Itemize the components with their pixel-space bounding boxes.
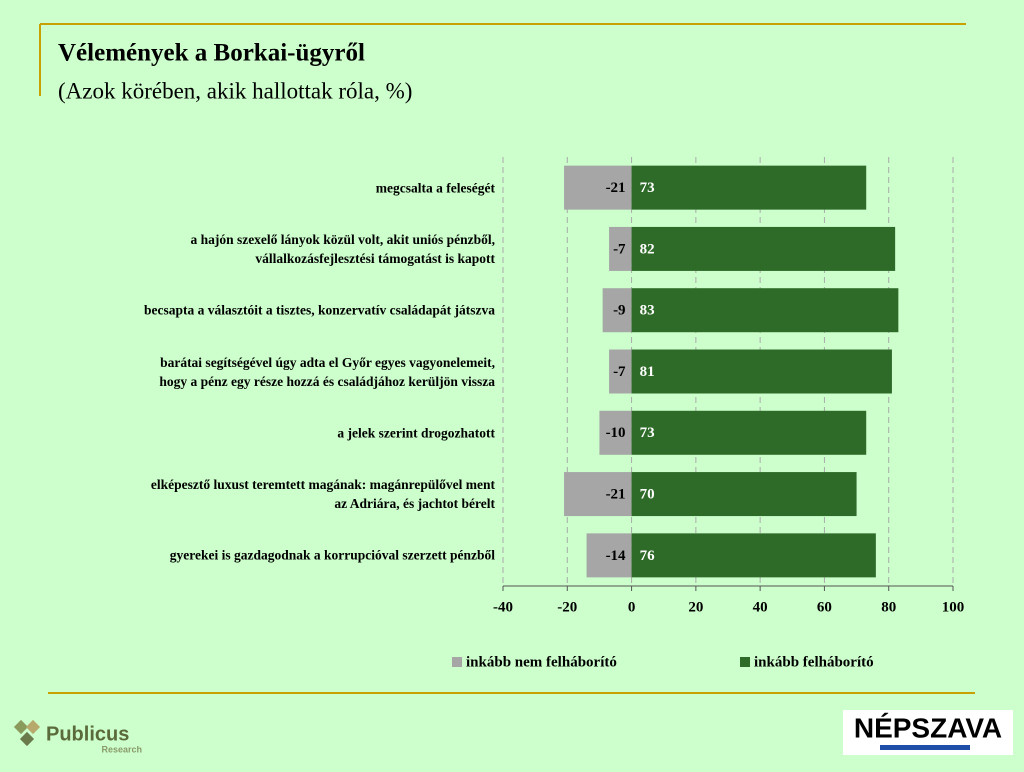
value-label: -7: [613, 241, 626, 257]
bar: [602, 288, 632, 333]
legend-label: inkább felháborító: [754, 654, 874, 670]
value-label: -9: [613, 303, 626, 319]
bar: [609, 226, 632, 271]
chart-subtitle: (Azok körében, akik hallottak róla, %): [58, 78, 412, 103]
x-tick-label: 0: [628, 599, 636, 615]
logo-subtext: Research: [101, 744, 142, 754]
logo-left: Publicus Research: [13, 719, 142, 754]
x-tick-label: 80: [881, 599, 896, 615]
x-tick-label: 100: [942, 599, 965, 615]
x-tick-label: -20: [557, 599, 577, 615]
bar: [631, 226, 896, 271]
value-label: 82: [640, 241, 655, 257]
x-tick-label: 40: [753, 599, 768, 615]
logo-right: NÉPSZAVA: [843, 710, 1013, 755]
y-tick-label: megcsalta a feleségét: [375, 180, 495, 196]
logo-text: Publicus: [46, 723, 129, 745]
bar: [631, 410, 867, 455]
legend-swatch: [740, 657, 750, 667]
y-tick-label: a jelek szerint drogozhatott: [337, 425, 495, 441]
bar: [586, 533, 632, 578]
y-tick-label: barátai segítségével úgy adta el Győr eg…: [159, 354, 495, 389]
value-label: 73: [640, 425, 655, 441]
chart-title: Vélemények a Borkai-ügyről: [58, 40, 365, 67]
value-label: -14: [606, 548, 626, 564]
bar: [564, 165, 632, 210]
bar: [631, 533, 876, 578]
bar: [564, 472, 632, 517]
value-label: -7: [613, 364, 626, 380]
y-tick-label: gyerekei is gazdagodnak a korrupcióval s…: [169, 547, 495, 563]
x-tick-label: 60: [817, 599, 832, 615]
bar: [631, 165, 867, 210]
legend-swatch: [452, 657, 462, 667]
value-label: 76: [640, 548, 656, 564]
y-tick-label: a hajón szexelő lányok közül volt, akit …: [190, 231, 495, 266]
y-tick-label: elképesztő luxust teremtett magának: mag…: [150, 477, 495, 512]
bar: [599, 410, 632, 455]
bar: [631, 349, 892, 394]
legend-label: inkább nem felháborító: [466, 654, 617, 670]
value-label: 81: [640, 364, 655, 380]
value-label: -21: [606, 180, 626, 196]
x-tick-label: 20: [688, 599, 703, 615]
value-label: 73: [640, 180, 655, 196]
bar: [609, 349, 632, 394]
y-tick-label: becsapta a választóit a tisztes, konzerv…: [144, 302, 495, 318]
logo-text: NÉPSZAVA: [854, 712, 1002, 743]
value-label: -10: [606, 425, 626, 441]
value-label: 70: [640, 487, 655, 503]
x-tick-label: -40: [493, 599, 513, 615]
value-label: 83: [640, 303, 655, 319]
bar: [631, 288, 899, 333]
bar: [631, 472, 857, 517]
value-label: -21: [606, 487, 626, 503]
